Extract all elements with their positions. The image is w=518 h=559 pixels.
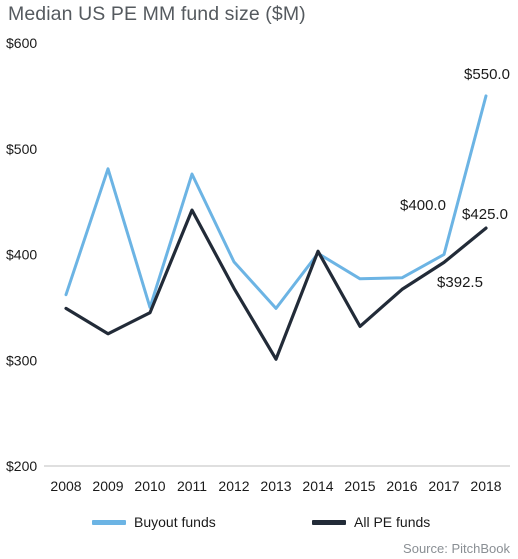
data-label: $550.0 (464, 66, 510, 83)
y-tick-label: $200 (6, 458, 37, 474)
x-tick-label: 2014 (302, 478, 333, 494)
x-tick-label: 2008 (50, 478, 81, 494)
legend-item-all-pe: All PE funds (312, 512, 430, 532)
legend-label-buyout: Buyout funds (134, 514, 216, 530)
data-label: $425.0 (462, 206, 508, 223)
x-tick-label: 2009 (92, 478, 123, 494)
x-tick-label: 2010 (134, 478, 165, 494)
y-tick-label: $600 (6, 35, 37, 51)
x-tick-label: 2017 (428, 478, 459, 494)
legend-swatch-all-pe (312, 519, 346, 525)
x-tick-label: 2015 (344, 478, 375, 494)
data-label: $392.5 (437, 274, 483, 291)
y-tick-label: $400 (6, 247, 37, 263)
legend-label-all-pe: All PE funds (354, 514, 431, 530)
source-note: Source: PitchBook (403, 541, 510, 556)
legend-item-buyout: Buyout funds (92, 512, 216, 532)
x-tick-label: 2018 (470, 478, 501, 494)
x-tick-label: 2016 (386, 478, 417, 494)
y-tick-label: $500 (6, 141, 37, 157)
legend-swatch-buyout (92, 519, 126, 525)
chart-title: Median US PE MM fund size ($M) (8, 3, 306, 25)
x-tick-label: 2012 (218, 478, 249, 494)
y-tick-label: $300 (6, 352, 37, 368)
data-label: $400.0 (400, 197, 446, 214)
x-tick-label: 2011 (177, 478, 207, 494)
series-line-all-pe (64, 208, 488, 361)
x-tick-label: 2013 (260, 478, 291, 494)
